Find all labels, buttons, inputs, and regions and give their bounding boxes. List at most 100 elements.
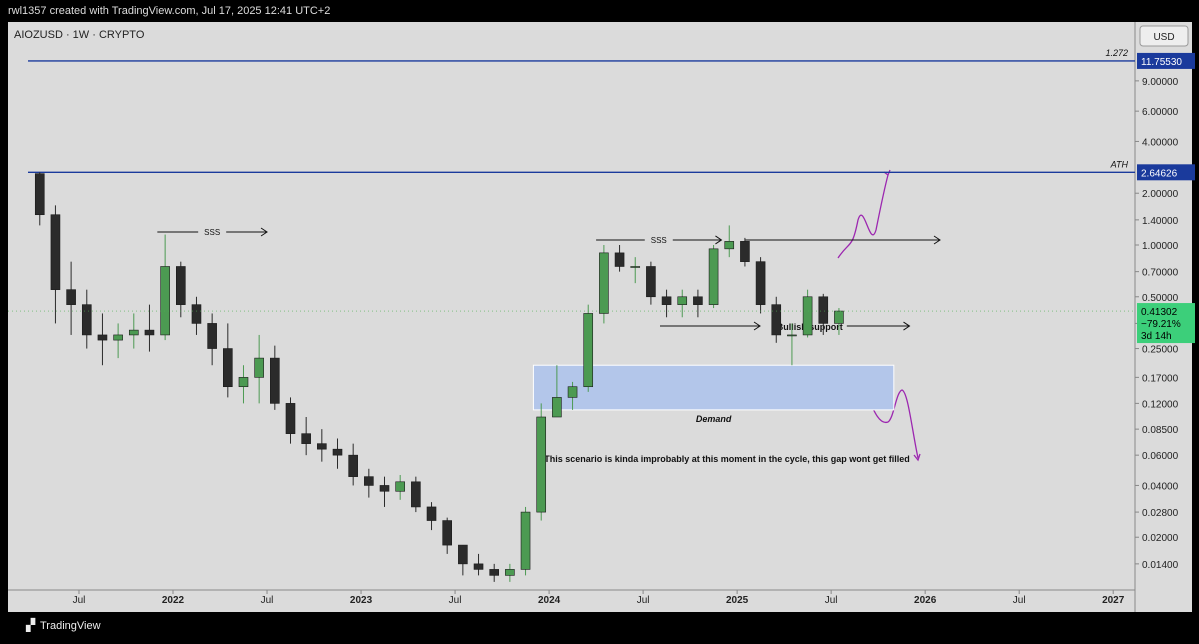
demand-zone: [532, 364, 895, 411]
candle-body: [661, 296, 672, 305]
chart-panel: [8, 22, 1192, 612]
candle-body: [708, 248, 719, 305]
y-tick-label: 0.70000: [1142, 268, 1179, 279]
x-tick-label: 2024: [538, 595, 561, 606]
y-tick-label: 9.00000: [1142, 77, 1179, 88]
candle-body: [81, 304, 92, 336]
candle-body: [802, 296, 813, 336]
candle-body: [191, 304, 202, 324]
arrow-label: SSS: [204, 228, 220, 237]
y-tick-label: 0.06000: [1142, 451, 1179, 462]
candle-body: [567, 386, 578, 398]
candle-body: [473, 563, 484, 570]
y-tick-label: 0.02000: [1142, 533, 1179, 544]
candle-body: [113, 334, 123, 341]
scenario-down: [867, 389, 919, 459]
x-tick-label: 2023: [350, 595, 373, 606]
x-tick-label: Jul: [637, 595, 650, 606]
y-tick-label: 4.00000: [1142, 137, 1179, 148]
candle-body: [505, 569, 515, 576]
x-tick-label: Jul: [261, 595, 274, 606]
scenario-up: [837, 174, 889, 259]
candle-body: [301, 433, 311, 444]
currency-box: [1139, 25, 1189, 47]
x-tick-label: 2027: [1102, 595, 1125, 606]
candle-body: [254, 357, 264, 378]
y-tick-label: 0.12000: [1142, 399, 1179, 410]
scenario-note: This scenario is kinda improbably at thi…: [544, 454, 910, 464]
candle-body: [442, 520, 452, 546]
candle-body: [677, 296, 688, 305]
candle-body: [223, 348, 233, 388]
level-price-box: [1137, 52, 1195, 69]
candle-body: [599, 252, 609, 314]
y-tick-label: 0.01400: [1142, 560, 1179, 571]
candle-body: [207, 323, 217, 349]
level-name: 1.272: [1105, 48, 1128, 58]
change: −79.21%: [1141, 319, 1181, 330]
candle-body: [97, 334, 108, 341]
candle-body: [693, 296, 703, 305]
y-tick-label: 0.02800: [1142, 508, 1179, 519]
brand: TradingView: [40, 620, 101, 632]
currency: USD: [1153, 32, 1174, 43]
arrow-head: [260, 227, 268, 237]
candle-body: [520, 511, 531, 570]
candle-body: [818, 296, 829, 324]
y-tick-label: 1.00000: [1142, 241, 1179, 252]
y-tick-label: 1.40000: [1142, 216, 1179, 227]
candle-body: [583, 313, 594, 388]
candle-body: [630, 266, 641, 268]
y-tick-label: 0.08500: [1142, 425, 1179, 436]
demand-label: Demand: [696, 414, 732, 424]
candle-body: [834, 310, 844, 324]
candle-body: [176, 266, 186, 305]
candle-body: [238, 377, 249, 388]
arrow-head: [933, 235, 941, 245]
arrow-label: SSS: [651, 236, 667, 245]
level-price: 2.64626: [1141, 168, 1178, 179]
x-tick-label: 2022: [162, 595, 185, 606]
candle-body: [395, 481, 405, 492]
credit: rwl1357 created with TradingView.com, Ju…: [8, 5, 330, 17]
candle-body: [740, 241, 750, 262]
candle-body: [66, 289, 76, 305]
scenario-down-head: [913, 453, 921, 462]
candle-body: [50, 214, 61, 290]
y-tick-label: 0.04000: [1142, 481, 1179, 492]
symbol: AIOZUSD · 1W · CRYPTO: [14, 29, 145, 41]
arrow-head: [753, 321, 761, 331]
x-tick-label: 2025: [726, 595, 749, 606]
candle-body: [285, 403, 296, 434]
candle-body: [379, 485, 390, 492]
candle-body: [787, 334, 797, 337]
candle-body: [411, 481, 421, 508]
arrow-head: [903, 321, 911, 331]
candle-body: [646, 266, 656, 298]
y-tick-label: 6.00000: [1142, 107, 1179, 118]
candle-body: [724, 241, 735, 250]
brand-logo: ▞: [25, 617, 36, 632]
candle-body: [364, 476, 374, 486]
x-tick-label: Jul: [449, 595, 462, 606]
candle-body: [536, 416, 547, 513]
candle-body: [458, 544, 468, 565]
x-tick-label: Jul: [73, 595, 86, 606]
candle-body: [348, 454, 358, 477]
last-price: 0.41302: [1141, 307, 1178, 318]
x-tick-label: Jul: [825, 595, 838, 606]
candle-body: [128, 329, 139, 336]
level-price-box: [1137, 164, 1195, 181]
x-tick-label: Jul: [1013, 595, 1026, 606]
arrow-head: [715, 235, 723, 245]
candle-body: [426, 506, 437, 521]
y-tick-label: 2.00000: [1142, 189, 1179, 200]
level-name: ATH: [1110, 159, 1129, 169]
candle-body: [160, 266, 170, 336]
candle-body: [755, 261, 766, 305]
candle-body: [771, 304, 782, 336]
candle-body: [270, 357, 280, 404]
last-price-box: [1137, 303, 1195, 344]
candle-body: [317, 443, 327, 450]
